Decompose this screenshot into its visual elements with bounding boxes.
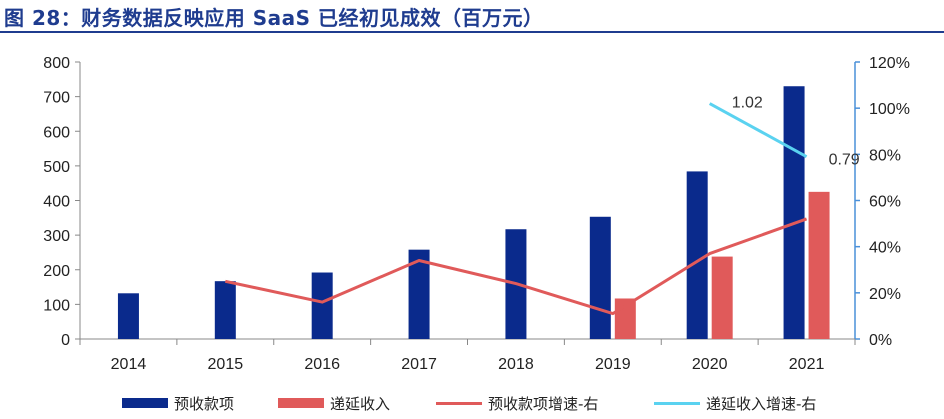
legend-swatch-deferred-growth (654, 401, 700, 405)
x-tick-label: 2017 (401, 356, 437, 373)
x-tick-label: 2019 (595, 356, 631, 373)
bar-prepaid (783, 86, 805, 339)
x-tick-label: 2014 (111, 356, 147, 373)
y-right-tick-label: 100% (869, 101, 910, 118)
legend-label-prepaid: 预收款项 (174, 394, 235, 413)
x-tick-label: 2020 (692, 356, 728, 373)
data-label-deferred-growth: 1.02 (732, 95, 763, 112)
line-deferred-growth (708, 102, 808, 158)
y-left-tick-label: 200 (43, 263, 70, 280)
y-right-tick-label: 0% (869, 332, 892, 349)
x-tick-label: 2016 (304, 356, 340, 373)
legend-label-deferred: 递延收入 (330, 394, 391, 413)
y-left-tick-label: 400 (43, 194, 70, 211)
legend-item-prepaid-growth: 预收款项增速-右 (436, 390, 598, 416)
bar-prepaid (686, 171, 708, 339)
bar-prepaid (117, 293, 139, 339)
bar-prepaid (589, 216, 611, 339)
chart-area: 0 100 200 300 400 500 600 700 800 0% 20% 40% 60% 80% 1… (43, 55, 910, 373)
y-right-tick-label: 120% (869, 55, 910, 72)
legend-swatch-deferred (278, 398, 324, 408)
x-tick-label: 2021 (789, 356, 825, 373)
legend-swatch-prepaid (122, 398, 168, 408)
x-tick-label: 2018 (498, 356, 534, 373)
y-left-tick-label: 800 (43, 55, 70, 72)
legend: 预收款项 递延收入 预收款项增速-右 递延收入增速-右 (0, 390, 944, 416)
y-left-tick-label: 500 (43, 159, 70, 176)
legend-item-deferred-growth: 递延收入增速-右 (654, 390, 816, 416)
y-right-tick-label: 40% (869, 240, 901, 257)
legend-item-prepaid: 预收款项 (122, 390, 234, 416)
y-right-tick-label: 20% (869, 286, 901, 303)
bar-deferred (711, 256, 733, 339)
data-label-deferred-growth: 0.79 (829, 152, 860, 169)
bar-prepaid (408, 249, 430, 339)
x-tick-label: 2015 (208, 356, 244, 373)
y-left-tick-label: 0 (61, 332, 70, 349)
y-right-tick-label: 60% (869, 194, 901, 211)
bar-prepaid (311, 272, 333, 339)
chart-title: 图 28：财务数据反映应用 SaaS 已经初见成效（百万元） (4, 6, 544, 30)
line-prepaid-growth (224, 217, 808, 316)
y-right-tick-label: 80% (869, 147, 901, 164)
legend-item-deferred: 递延收入 (278, 390, 390, 416)
y-left-tick-label: 700 (43, 90, 70, 107)
legend-swatch-prepaid-growth (436, 401, 482, 405)
legend-label-prepaid-growth: 预收款项增速-右 (488, 394, 599, 413)
title-underline (0, 31, 944, 33)
bar-deferred (808, 191, 830, 339)
y-left-tick-label: 100 (43, 297, 70, 314)
legend-label-deferred-growth: 递延收入增速-右 (706, 394, 817, 413)
bar-prepaid (214, 281, 236, 339)
y-left-tick-label: 600 (43, 124, 70, 141)
y-left-tick-label: 300 (43, 228, 70, 245)
